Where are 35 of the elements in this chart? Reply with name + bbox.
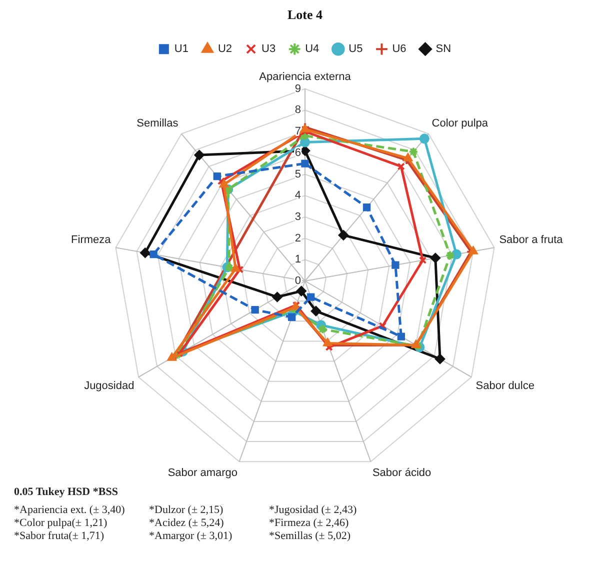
text: *Jugosidad (± 2,43)	[269, 504, 358, 516]
y-tick-label: 4	[294, 190, 301, 202]
y-tick-label: 5	[294, 168, 301, 180]
text: *Amargor (± 3,01)	[149, 530, 234, 542]
spoke-label: Jugosidad	[84, 380, 134, 392]
spoke-label: Sabor ácido	[372, 466, 432, 479]
legend-label: U3	[262, 43, 276, 56]
y-tick-label: 1	[294, 254, 301, 266]
y-tick-label: 9	[294, 82, 301, 95]
legend-label: U2	[218, 43, 232, 56]
spoke-label: Color pulpa	[432, 117, 489, 130]
y-tick-label: 3	[294, 210, 301, 223]
legend-label: U1	[174, 43, 188, 56]
legend-label: SN	[436, 43, 452, 56]
y-tick-label: 0	[294, 275, 301, 288]
spoke-label: Sabor a fruta	[499, 234, 564, 246]
text: *Acidez (± 5,24)	[149, 517, 225, 529]
chart-title: Lote 4	[287, 7, 324, 22]
text: 0.05 Tukey HSD *BSS	[14, 486, 119, 498]
y-tick-label: 2	[294, 232, 301, 244]
spoke-label: Sabor dulce	[476, 380, 534, 392]
text: *Firmeza (± 2,46)	[269, 517, 350, 529]
spoke-label: Apariencia externa	[259, 71, 352, 84]
legend-label: U4	[305, 43, 320, 56]
y-tick-label: 8	[294, 104, 301, 116]
text: *Semillas (± 5,02)	[269, 530, 352, 542]
text: *Apariencia ext. (± 3,40)	[14, 504, 126, 516]
spoke-label: Semillas	[136, 117, 179, 130]
legend-label: U6	[392, 43, 406, 56]
spoke-label: Sabor amargo	[168, 466, 238, 479]
text: *Sabor fruta(± 1,71)	[14, 530, 106, 542]
text: *Color pulpa(± 1,21)	[14, 517, 108, 529]
spoke-label: Firmeza	[71, 234, 112, 246]
legend-label: U5	[348, 43, 363, 56]
text: *Dulzor (± 2,15)	[149, 504, 224, 516]
